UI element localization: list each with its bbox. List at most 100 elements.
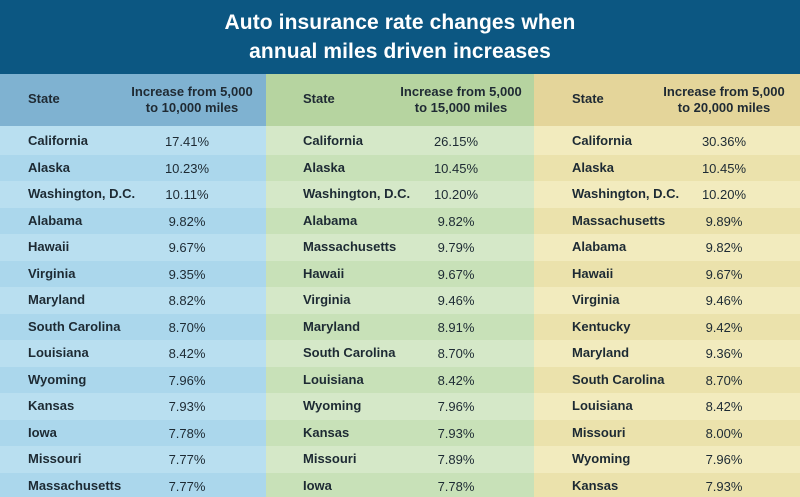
rate-increase-value: 10.45% xyxy=(433,160,479,176)
rate-increase-value: 8.70% xyxy=(168,319,206,335)
table-header: State Increase from 5,000 to 10,000 mile… xyxy=(0,74,266,126)
state-name: Iowa xyxy=(28,424,57,440)
table-row: Alabama 9.82% xyxy=(0,207,266,234)
state-name: Wyoming xyxy=(28,371,87,387)
state-name: Louisiana xyxy=(572,398,633,413)
state-name: Kansas xyxy=(572,477,619,493)
table-header: State Increase from 5,000 to 15,000 mile… xyxy=(266,74,534,126)
state-name: Alabama xyxy=(572,239,627,254)
table-row: Wyoming 7.96% xyxy=(0,366,266,393)
state-name: Alaska xyxy=(28,159,70,175)
table-panel-10000-miles: State Increase from 5,000 to 10,000 mile… xyxy=(0,74,266,497)
tables-area: State Increase from 5,000 to 10,000 mile… xyxy=(0,74,800,497)
rate-increase-value: 7.93% xyxy=(705,478,743,494)
state-name: Iowa xyxy=(303,477,332,493)
state-name: South Carolina xyxy=(303,345,396,360)
table-row: Missouri 7.89% xyxy=(266,446,534,473)
state-name: Alaska xyxy=(572,159,614,175)
state-name: Alaska xyxy=(303,159,345,175)
state-name: Louisiana xyxy=(303,371,364,387)
table-row: Alabama 9.82% xyxy=(266,207,534,234)
rate-increase-value: 8.42% xyxy=(705,399,743,414)
rate-increase-value: 8.70% xyxy=(705,372,743,388)
state-name: California xyxy=(28,133,88,148)
table-row: Louisiana 8.42% xyxy=(0,340,266,367)
rate-increase-value: 9.35% xyxy=(168,266,206,282)
state-name: Virginia xyxy=(572,292,620,307)
state-name: Washington, D.C. xyxy=(572,186,680,201)
rate-increase-value: 8.91% xyxy=(437,319,475,335)
table-panel-15000-miles: State Increase from 5,000 to 15,000 mile… xyxy=(266,74,534,497)
table-row: Maryland 8.82% xyxy=(0,287,266,314)
state-name: California xyxy=(303,133,363,148)
state-name: California xyxy=(572,133,632,148)
chart-title-line-1: Auto insurance rate changes when xyxy=(224,11,576,34)
table-row: Maryland 9.36% xyxy=(534,340,800,367)
increase-column-header: Increase from 5,000 to 20,000 miles xyxy=(649,84,799,116)
rate-increase-value: 7.77% xyxy=(168,452,206,467)
increase-column-header: Increase from 5,000 to 10,000 miles xyxy=(117,84,266,116)
state-name: Massachusetts xyxy=(303,239,397,254)
state-name: Wyoming xyxy=(572,451,631,466)
state-name: Maryland xyxy=(303,318,361,334)
state-name: Hawaii xyxy=(28,239,70,254)
table-row: Louisiana 8.42% xyxy=(266,366,534,393)
table-row: Massachusetts 9.89% xyxy=(534,207,800,234)
state-name: Alabama xyxy=(28,212,83,228)
state-name: Massachusetts xyxy=(572,212,666,228)
rate-increase-value: 7.78% xyxy=(437,478,475,494)
table-row: Louisiana 8.42% xyxy=(534,393,800,420)
table-row: Alaska 10.23% xyxy=(0,154,266,181)
rate-increase-value: 9.67% xyxy=(705,266,743,282)
state-name: South Carolina xyxy=(572,371,665,387)
table-row: Hawaii 9.67% xyxy=(0,234,266,261)
state-name: Virginia xyxy=(303,292,351,307)
state-name: Alabama xyxy=(303,212,358,228)
table-row: Wyoming 7.96% xyxy=(266,393,534,420)
table-row: South Carolina 8.70% xyxy=(266,340,534,367)
rate-increase-value: 7.89% xyxy=(437,452,475,467)
rate-increase-value: 10.11% xyxy=(165,187,209,202)
increase-column-header: Increase from 5,000 to 15,000 miles xyxy=(386,84,534,116)
state-name: Missouri xyxy=(28,451,82,466)
table-row: Kentucky 9.42% xyxy=(534,313,800,340)
table-row: California 30.36% xyxy=(534,128,800,155)
rate-increase-value: 8.00% xyxy=(705,425,743,441)
table-row: Virginia 9.46% xyxy=(534,287,800,314)
table-row: Kansas 7.93% xyxy=(0,393,266,420)
rate-increase-value: 26.15% xyxy=(433,134,479,149)
table-row: Wyoming 7.96% xyxy=(534,446,800,473)
rate-increase-value: 9.67% xyxy=(437,266,475,282)
state-column-header: State xyxy=(303,91,335,106)
rate-increase-value: 9.82% xyxy=(437,213,475,229)
rate-increase-value: 9.67% xyxy=(168,240,206,255)
increase-header-line-2: to 20,000 miles xyxy=(677,100,771,115)
table-row: Alaska 10.45% xyxy=(534,154,800,181)
rate-increase-value: 9.79% xyxy=(437,240,475,255)
state-name: Maryland xyxy=(28,292,86,307)
rate-increase-value: 8.42% xyxy=(168,346,206,361)
state-column-header: State xyxy=(28,91,60,106)
state-name: Massachusetts xyxy=(28,477,122,493)
rate-increase-value: 9.46% xyxy=(437,293,475,308)
rate-increase-value: 10.45% xyxy=(701,160,747,176)
rate-increase-value: 9.82% xyxy=(705,240,743,255)
increase-header-line-1: Increase from 5,000 xyxy=(663,84,785,99)
table-row: Virginia 9.35% xyxy=(0,260,266,287)
table-row: Hawaii 9.67% xyxy=(534,260,800,287)
state-name: Wyoming xyxy=(303,398,362,413)
state-name: Virginia xyxy=(28,265,76,281)
table-row: California 26.15% xyxy=(266,128,534,155)
table-row: Virginia 9.46% xyxy=(266,287,534,314)
rate-increase-value: 10.20% xyxy=(701,187,747,202)
chart-title-line-2: annual miles driven increases xyxy=(249,40,551,63)
rate-increase-value: 7.77% xyxy=(168,478,206,494)
rate-increase-value: 9.46% xyxy=(705,293,743,308)
rate-increase-value: 7.96% xyxy=(437,399,475,414)
rate-increase-value: 9.89% xyxy=(705,213,743,229)
table-row: Kansas 7.93% xyxy=(534,472,800,497)
increase-header-line-2: to 10,000 miles xyxy=(145,100,239,115)
state-name: Washington, D.C. xyxy=(303,186,411,201)
state-name: Kentucky xyxy=(572,318,631,334)
rate-increase-value: 7.96% xyxy=(705,452,743,467)
